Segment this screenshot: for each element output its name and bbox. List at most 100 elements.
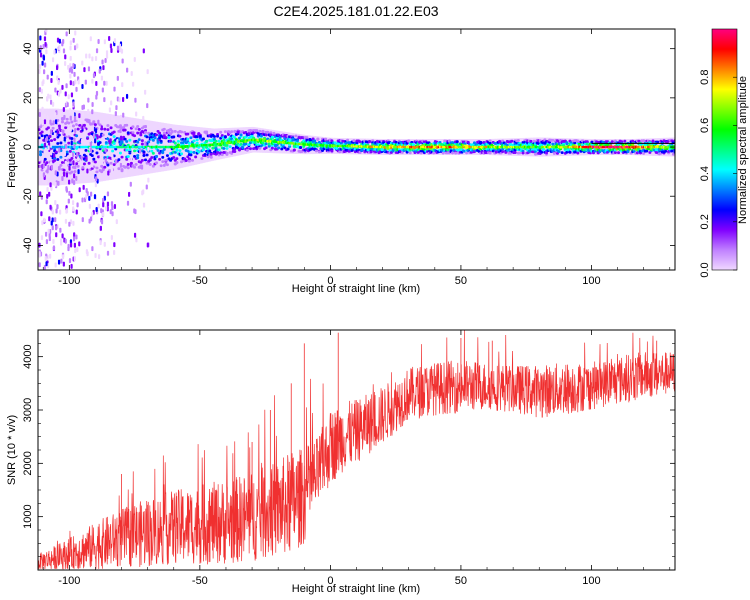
spectrogram-noise-cell [103,195,106,201]
spectrogram-ridge-cell [292,148,296,152]
spectrogram-ridge-cell [184,159,188,162]
spectrogram-noise-cell [90,191,93,197]
spectrogram-ridge-cell [65,117,69,121]
spectrogram-ridge-center [484,145,487,149]
spectrogram-ridge-center [189,144,193,148]
spectrogram-ridge-center [302,143,306,146]
spectrogram-ridge-cell [38,128,41,132]
spectrogram-noise-cell [81,111,84,117]
spectrogram-ridge-cell [346,138,350,142]
spectrogram-noise-cell [99,240,102,246]
spectrogram-ridge-cell [173,141,177,145]
spectrogram-noise-cell [116,45,120,51]
spectrogram-y-tick-label: 40 [22,43,34,55]
spectrogram-noise-cell [116,138,119,144]
spectrogram-ridge-cell [68,150,72,153]
spectrogram-ridge-center [475,145,478,149]
spectrogram-noise-cell [65,208,69,214]
spectrogram-noise-cell [133,56,136,62]
spectrogram-noise-cell [89,36,92,42]
spectrogram-ridge-cell [270,135,274,139]
spectrogram-noise-cell [107,170,110,176]
spectrogram-noise-cell [110,201,114,207]
spectrogram-ridge-center [135,145,138,149]
spectrogram-ridge-cell [136,125,140,128]
spectrogram-ridge-cell [518,151,522,155]
spectrogram-ridge-cell [330,149,334,153]
spectrogram-y-axis-label: Frequency (Hz) [6,112,18,188]
spectrogram-noise-cell [67,64,70,70]
spectrogram-ridge-cell [205,131,209,135]
spectrogram-noise-cell [116,75,119,81]
spectrogram-noise-cell [100,75,104,81]
spectrogram-ridge-cell [637,139,641,143]
spectrogram-ridge-cell [368,140,372,144]
spectrogram-noise-cell [54,87,57,93]
spectrogram-ridge-cell [106,128,110,132]
spectrogram-ridge-cell [144,130,148,134]
spectrogram-noise-cell [71,200,75,206]
spectrogram-ridge-center [247,138,251,142]
spectrogram-ridge-cell [75,123,79,126]
spectrogram-ridge-cell [137,127,141,131]
spectrogram-ridge-cell [103,127,107,131]
spectrogram-ridge-center [225,141,229,145]
spectrogram-ridge-center [658,145,661,149]
colorbar-frame [711,28,738,271]
spectrogram-noise-cell [146,242,149,248]
spectrogram-noise-cell [55,65,59,71]
spectrogram-ridge-center [91,145,94,149]
spectrogram-ridge-cell [247,132,251,135]
spectrogram-ridge-cell [46,174,50,178]
spectrogram-ridge-center [605,145,608,149]
spectrogram-ridge-center [271,140,274,143]
spectrogram-ridge-cell [419,151,423,155]
spectrogram-ridge-cell [466,140,470,144]
spectrogram-ridge-center [545,145,548,149]
spectrogram-ridge-center [609,145,613,149]
spectrogram-ridge-center [211,143,215,146]
spectrogram-ridge-cell [60,161,64,164]
spectrogram-ridge-cell [112,163,116,167]
spectrogram-ridge-cell [234,138,238,141]
spectrogram-ridge-cell [158,136,162,140]
spectrogram-ridge-center [56,145,60,149]
spectrogram-noise-cell [97,39,100,45]
spectrogram-ridge-cell [162,148,166,151]
spectrogram-ridge-cell [441,151,445,155]
spectrogram-noise-cell [109,209,112,215]
spectrogram-ridge-cell [261,129,265,133]
spectrogram-noise-cell [43,69,46,75]
spectrogram-ridge-cell [233,129,237,133]
spectrogram-ridge-center [279,141,282,144]
spectrogram-ridge-cell [120,168,124,171]
spectrogram-noise-cell [43,36,47,42]
spectrogram-noise-cell [52,245,56,251]
spectrogram-ridge-cell [299,146,303,149]
spectrogram-ridge-cell [118,151,122,155]
spectrogram-ridge-center [111,145,115,149]
spectrogram-ridge-center [130,145,133,149]
spectrogram-ridge-cell [76,127,80,131]
spectrogram-noise-cell [41,115,44,121]
spectrogram-ridge-center [232,140,235,144]
spectrogram-ridge-cell [270,146,274,150]
spectrogram-ridge-center [324,144,328,147]
spectrogram-noise-cell [64,238,67,244]
spectrogram-noise-cell [139,148,142,154]
spectrogram-noise-cell [118,97,121,103]
spectrogram-ridge-cell [432,151,436,155]
spectrogram-ridge-cell [139,133,143,137]
spectrogram-ridge-cell [408,151,412,155]
spectrogram-ridge-center [224,141,227,145]
spectrogram-noise-cell [53,132,57,138]
spectrogram-ridge-cell [200,157,204,160]
spectrogram-ridge-center [160,145,163,149]
spectrogram-noise-cell [102,202,105,208]
spectrogram-ridge-center [272,140,276,143]
spectrogram-ridge-center [236,140,240,143]
spectrogram-ridge-cell [552,152,556,155]
spectrogram-ridge-cell [164,136,168,139]
spectrogram-ridge-cell [76,164,80,168]
spectrogram-ridge-center [252,138,255,141]
